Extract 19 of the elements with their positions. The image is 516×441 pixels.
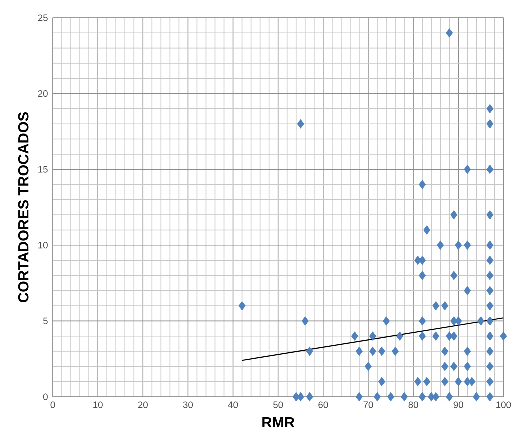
x-tick-label: 10 [94,402,103,408]
x-tick-label: 70 [364,402,374,408]
y-axis-title: CORTADORES TROCADOS [18,112,29,302]
y-tick-label: 20 [38,90,48,98]
x-tick-label: 20 [138,402,148,408]
y-tick-label: 10 [38,242,48,249]
x-tick-label: 100 [496,402,512,408]
x-tick-label: 60 [318,402,328,408]
x-tick-label: 50 [274,402,284,408]
y-tick-label: 5 [43,318,48,324]
x-tick-label: 80 [408,402,418,408]
y-tick-label: 25 [38,14,48,22]
x-tick-label: 90 [454,402,464,408]
y-tick-label: 15 [38,166,48,173]
x-axis-title: RMR [262,417,295,428]
x-tick-label: 40 [228,402,238,408]
y-tick-label: 0 [43,394,48,400]
x-tick-label: 30 [183,402,194,408]
x-tick-label: 0 [50,402,56,408]
